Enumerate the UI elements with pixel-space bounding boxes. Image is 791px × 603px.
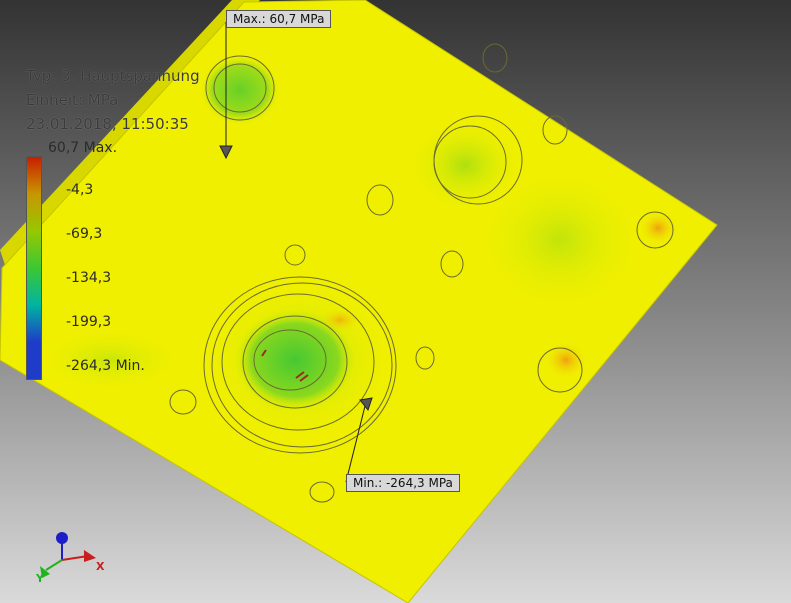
color-band (27, 231, 41, 268)
hole-outline (415, 346, 435, 370)
result-type-label: Typ: 3. Hauptspannung (26, 67, 200, 85)
scale-tick-min: -264,3 Min. (66, 358, 145, 374)
color-band (27, 194, 41, 231)
stress-region (200, 55, 280, 125)
hole-outline (309, 481, 335, 503)
color-scale-bar (26, 156, 42, 380)
hole-outline (169, 389, 197, 415)
hole-outline (203, 276, 397, 454)
max-probe (219, 22, 233, 160)
scale-tick-max: 60,7 Max. (48, 140, 118, 156)
color-band (27, 305, 41, 342)
timestamp-label: 23.01.2018, 11:50:35 (26, 115, 189, 133)
hole-outline (211, 282, 393, 448)
hole-outline (482, 43, 508, 73)
hole-outline (440, 250, 464, 278)
hole-outline (242, 315, 348, 409)
hole-outline (433, 125, 507, 199)
hole-outline (213, 63, 267, 113)
hole-outline (537, 347, 583, 393)
y-axis-icon (40, 566, 50, 578)
hole-outline (542, 115, 568, 145)
stress-region (40, 330, 180, 390)
x-axis-label: X (96, 560, 105, 573)
hole-outline (253, 329, 327, 391)
scale-tick: -199,3 (66, 314, 112, 330)
stress-hotspot (320, 308, 360, 332)
scale-tick: -134,3 (66, 270, 112, 286)
min-probe (345, 397, 373, 483)
y-axis-label: Y (36, 572, 44, 585)
axis-triad (40, 532, 96, 578)
hole-outline (636, 211, 674, 249)
x-axis-icon (84, 550, 96, 562)
hole-outline (205, 55, 275, 121)
color-band (27, 268, 41, 305)
hole-outline (366, 184, 394, 216)
max-value-callout: Max.: 60,7 MPa (226, 10, 332, 28)
min-value-callout: Min.: -264,3 MPa (346, 474, 460, 492)
color-band (27, 157, 41, 194)
hole-outline (284, 244, 306, 266)
scale-tick: -69,3 (66, 226, 103, 242)
scale-tick: -4,3 (66, 182, 94, 198)
unit-label: Einheit: MPa (26, 91, 119, 109)
color-band (27, 342, 41, 379)
stress-region (480, 170, 640, 310)
stress-hotspot (640, 212, 676, 244)
hole-outline (221, 293, 375, 431)
stress-region (233, 308, 357, 412)
z-axis-icon (56, 532, 68, 544)
stress-hotspot (546, 342, 586, 378)
